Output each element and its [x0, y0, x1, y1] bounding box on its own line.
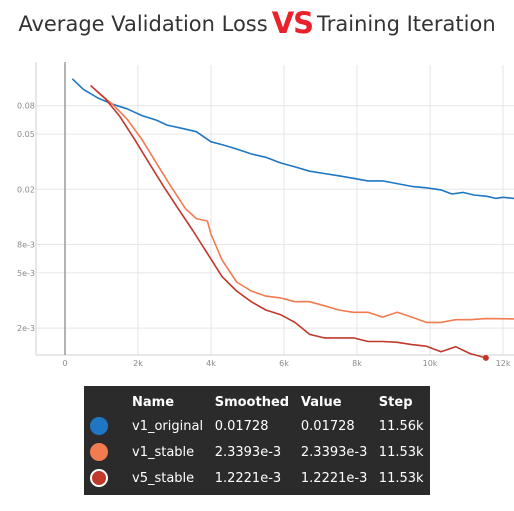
x-tick-label: 12k	[496, 359, 511, 368]
series-color-dot-icon	[90, 443, 108, 461]
legend-step: 11.53k	[378, 470, 424, 486]
series-line-v5-stable	[90, 84, 487, 359]
legend-step: 11.56k	[378, 418, 424, 434]
x-tick-label: 8k	[352, 359, 362, 368]
legend-name: v1_stable	[132, 444, 195, 460]
y-tick-label: 2e-3	[17, 324, 35, 333]
title-vs: VS	[271, 6, 314, 40]
x-tick-label: 2k	[133, 359, 143, 368]
x-tick-label: 4k	[206, 359, 216, 368]
series-color-dot-icon	[90, 469, 108, 487]
title-left: Average Validation Loss	[18, 12, 268, 36]
legend-header-dot	[84, 386, 128, 413]
y-tick-label: 0.05	[17, 130, 35, 139]
y-tick-label: 0.08	[17, 102, 35, 111]
legend-header-name: Name	[132, 395, 175, 410]
x-tick-label: 6k	[279, 359, 289, 368]
y-tick-label: 5e-3	[17, 269, 35, 278]
legend-dot-cell	[84, 413, 128, 439]
legend-row-v1-stable: v1_stable 2.3393e-3 2.3393e-3 11.53k	[84, 439, 430, 465]
x-tick-label: 10k	[423, 359, 438, 368]
legend-name: v1_original	[132, 418, 204, 434]
legend-value: 2.3393e-3	[300, 444, 368, 460]
legend-smoothed: 1.2221e-3	[214, 470, 282, 486]
legend-header-step: Step	[378, 395, 413, 410]
x-tick-label: 0	[62, 359, 67, 368]
series-line-v1-original	[71, 78, 514, 200]
series-endpoint-v5-stable	[482, 354, 489, 361]
legend-name: v5_stable	[132, 470, 195, 486]
legend-header-value: Value	[300, 395, 342, 410]
legend-dot-cell	[84, 465, 128, 491]
chart-title: Average Validation Loss VS Training Iterat…	[0, 6, 514, 40]
legend-table: Name Smoothed Value Step v1_original 0.0…	[84, 386, 430, 491]
series-line-v1-stable	[97, 91, 514, 324]
legend-smoothed: 0.01728	[214, 418, 269, 434]
y-tick-label: 8e-3	[17, 241, 35, 250]
legend-row-v1-original: v1_original 0.01728 0.01728 11.56k	[84, 413, 430, 439]
y-tick-label: 0.02	[17, 185, 35, 194]
legend-row-v5-stable: v5_stable 1.2221e-3 1.2221e-3 11.53k	[84, 465, 430, 491]
series-color-dot-icon	[90, 417, 108, 435]
legend-step: 11.53k	[378, 444, 424, 460]
series-layer	[71, 78, 514, 361]
axis-layer: 0.08 0.05 0.02 8e-3 5e-3 2e-3 0 2k 4k 6k 8k 10k 12k	[17, 62, 514, 368]
grid-layer	[36, 65, 514, 355]
legend-header-row: Name Smoothed Value Step	[84, 386, 430, 413]
legend-dot-cell	[84, 439, 128, 465]
legend-value: 1.2221e-3	[300, 470, 368, 486]
legend-header-smoothed: Smoothed	[214, 395, 290, 410]
legend-smoothed: 2.3393e-3	[214, 444, 282, 460]
legend-value: 0.01728	[300, 418, 355, 434]
legend-tooltip: Name Smoothed Value Step v1_original 0.0…	[84, 386, 430, 495]
title-right: Training Iteration	[317, 12, 496, 36]
